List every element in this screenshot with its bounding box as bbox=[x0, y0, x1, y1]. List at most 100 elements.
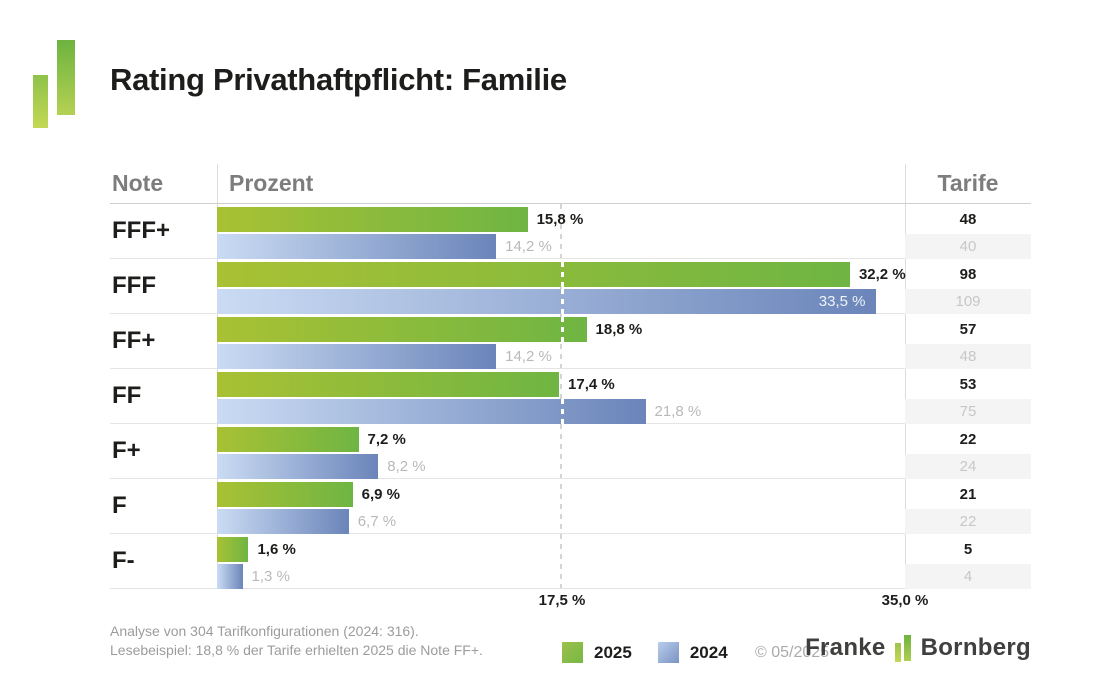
legend-item-2024: 2024 bbox=[657, 642, 728, 663]
tarife-count-2024: 40 bbox=[905, 234, 1031, 259]
note-label: F bbox=[112, 492, 127, 519]
tarife-count-2024: 75 bbox=[905, 399, 1031, 424]
table-row: FFF+ 15,8 % 14,2 % 48 40 bbox=[110, 204, 1031, 259]
legend: 2025 2024 bbox=[562, 642, 728, 663]
value-label-2025: 17,4 % bbox=[568, 376, 615, 393]
tarife-count-2024: 48 bbox=[905, 344, 1031, 369]
logo-bar-left bbox=[33, 75, 48, 128]
tarife-count-2025: 22 bbox=[959, 431, 977, 448]
bar-2025 bbox=[217, 262, 850, 287]
value-label-2024: 14,2 % bbox=[505, 238, 552, 255]
value-label-2024: 6,7 % bbox=[357, 513, 397, 530]
column-header-prozent: Prozent bbox=[229, 170, 314, 196]
bar-track-2025: 7,2 % bbox=[217, 427, 905, 452]
note-label: FF bbox=[112, 382, 142, 409]
brand-bars-icon bbox=[894, 635, 912, 663]
column-header-tarife: Tarife bbox=[937, 170, 999, 196]
bar-2025 bbox=[217, 372, 560, 397]
brand-word-franke: Franke bbox=[805, 634, 886, 661]
tarife-count-2024: 109 bbox=[905, 289, 1031, 314]
bar-cell: 7,2 % 8,2 % bbox=[217, 424, 905, 479]
footnote-line-2: Lesebeispiel: 18,8 % der Tarife erhielte… bbox=[110, 642, 483, 658]
note-label: FFF+ bbox=[112, 217, 170, 244]
bar-2025 bbox=[217, 427, 359, 452]
note-label: FF+ bbox=[112, 327, 156, 354]
bar-track-2024: 33,5 % bbox=[217, 289, 905, 314]
tarife-cell: 53 75 bbox=[905, 369, 1031, 424]
legend-label-2025: 2025 bbox=[594, 642, 632, 662]
threshold-line-over-bar bbox=[560, 399, 564, 424]
bar-cell: 15,8 % 14,2 % bbox=[217, 204, 905, 259]
table-row: F 6,9 % 6,7 % 21 22 bbox=[110, 479, 1031, 534]
bar-track-2025: 18,8 % bbox=[217, 317, 905, 342]
tarife-cell: 21 22 bbox=[905, 479, 1031, 534]
tarife-count-2024: 4 bbox=[905, 564, 1031, 589]
gridline-17-5-percent bbox=[560, 204, 562, 589]
threshold-line-over-bar bbox=[560, 317, 564, 342]
value-label-2024: 21,8 % bbox=[654, 403, 702, 420]
tarife-count-2025: 53 bbox=[959, 376, 977, 393]
bar-track-2024: 8,2 % bbox=[217, 454, 905, 479]
table-body: FFF+ 15,8 % 14,2 % 48 40 FFF 32,2 % 33,5… bbox=[110, 204, 1031, 589]
bar-2024: 33,5 % bbox=[217, 289, 876, 314]
note-label: FFF bbox=[112, 272, 156, 299]
threshold-line-over-bar bbox=[560, 289, 564, 314]
franke-bornberg-wordmark: Franke Bornberg bbox=[805, 633, 1031, 663]
value-label-2025: 18,8 % bbox=[595, 321, 643, 338]
franke-bornberg-mark-icon bbox=[33, 40, 77, 130]
tarife-count-2024: 22 bbox=[905, 509, 1031, 534]
tarife-count-2025: 98 bbox=[959, 266, 977, 283]
tarife-count-2024: 24 bbox=[905, 454, 1031, 479]
bar-cell: 6,9 % 6,7 % bbox=[217, 479, 905, 534]
column-divider-prozent-tarife bbox=[905, 164, 906, 589]
bar-track-2025: 1,6 % bbox=[217, 537, 905, 562]
tarife-count-2025: 48 bbox=[959, 211, 977, 228]
footnote-line-1: Analyse von 304 Tarifkonfigurationen (20… bbox=[110, 623, 419, 639]
legend-swatch-2025-icon bbox=[562, 642, 583, 663]
tarife-cell: 57 48 bbox=[905, 314, 1031, 369]
table-row: FFF 32,2 % 33,5 % 98 109 bbox=[110, 259, 1031, 314]
x-axis: 17,5 % 35,0 % bbox=[110, 589, 1031, 613]
copyright-note: © 05/2025 bbox=[755, 644, 830, 661]
bar-track-2024: 14,2 % bbox=[217, 234, 905, 259]
brand-bar-left bbox=[894, 643, 901, 662]
note-label: F- bbox=[112, 547, 135, 574]
value-label-2024: 1,3 % bbox=[251, 568, 290, 585]
table-row: FF 17,4 % 21,8 % 53 75 bbox=[110, 369, 1031, 424]
value-label-2025: 15,8 % bbox=[536, 211, 584, 228]
bar-cell: 1,6 % 1,3 % bbox=[217, 534, 905, 589]
bar-2024 bbox=[217, 399, 646, 424]
page-title: Rating Privathaftpflicht: Familie bbox=[110, 62, 567, 97]
x-axis-tick-35: 35,0 % bbox=[881, 592, 929, 609]
bar-cell: 32,2 % 33,5 % bbox=[217, 259, 906, 314]
table-header-row: Note Prozent Tarife bbox=[110, 164, 1031, 204]
tarife-count-2025: 5 bbox=[963, 541, 973, 558]
table-row: F+ 7,2 % 8,2 % 22 24 bbox=[110, 424, 1031, 479]
table-row: FF+ 18,8 % 14,2 % 57 48 bbox=[110, 314, 1031, 369]
footnote: Analyse von 304 Tarifkonfigurationen (20… bbox=[110, 622, 483, 660]
tarife-cell: 98 109 bbox=[905, 259, 1031, 314]
value-label-2024: 8,2 % bbox=[387, 458, 426, 475]
legend-label-2024: 2024 bbox=[689, 642, 728, 662]
bar-2025 bbox=[217, 207, 528, 232]
bar-cell: 17,4 % 21,8 % bbox=[217, 369, 905, 424]
bar-2024 bbox=[217, 564, 243, 589]
bar-2025 bbox=[217, 537, 249, 562]
brand-bar-right bbox=[903, 635, 911, 661]
note-label: F+ bbox=[112, 437, 141, 464]
threshold-line-over-bar bbox=[560, 262, 564, 287]
legend-item-2025: 2025 bbox=[562, 642, 632, 663]
column-header-note: Note bbox=[112, 170, 164, 196]
brand-word-bornberg: Bornberg bbox=[920, 634, 1031, 661]
bar-track-2025: 17,4 % bbox=[217, 372, 905, 397]
rating-table: Note Prozent Tarife FFF+ 15,8 % 14,2 % 4… bbox=[110, 164, 1031, 613]
legend-swatch-2024-icon bbox=[657, 642, 679, 663]
tarife-cell: 5 4 bbox=[905, 534, 1031, 589]
value-label-2025: 7,2 % bbox=[367, 431, 406, 448]
bar-2024 bbox=[217, 509, 349, 534]
bar-2024 bbox=[217, 234, 497, 259]
value-label-2024: 14,2 % bbox=[505, 348, 552, 365]
value-label-2025: 6,9 % bbox=[361, 486, 400, 503]
tarife-count-2025: 21 bbox=[959, 486, 977, 503]
